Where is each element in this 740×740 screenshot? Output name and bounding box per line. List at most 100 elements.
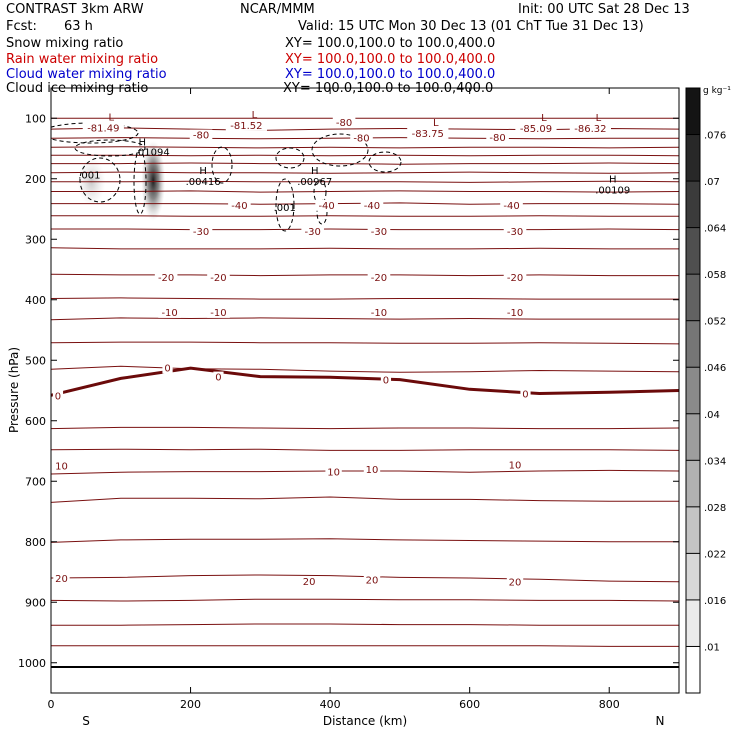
- y-tick-label-3: 400: [25, 294, 46, 307]
- isotherm-label-bg-11: [500, 199, 523, 211]
- isotherm-21: [51, 496, 679, 503]
- isotherm-marker-7: L: [541, 113, 547, 124]
- colorbar-tick-label-11: .076: [704, 131, 726, 142]
- isotherm-label-33: 10: [509, 460, 522, 471]
- isotherm-24: [51, 598, 679, 602]
- colorbar-tick-label-4: .034: [704, 456, 726, 467]
- mixing-ratio-contour-9: [368, 151, 402, 173]
- colorbar-tick-label-7: .052: [704, 317, 726, 328]
- x-tick-label-0: 0: [48, 698, 55, 711]
- field-xy-cloudwater: XY= 100.0,100.0 to 100.0,400.0: [285, 67, 496, 82]
- isotherm-label-bg-24: [503, 306, 527, 318]
- isotherm-8: [51, 190, 679, 193]
- isotherm-4: [51, 154, 679, 157]
- colorbar-segment-12: [686, 88, 700, 135]
- isotherm-label-bg-14: [301, 225, 324, 237]
- field-name-cloudwater: Cloud water mixing ratio: [6, 67, 167, 82]
- mixing-ratio-contour-10: [316, 199, 328, 225]
- isotherm-label-34: 20: [55, 574, 68, 585]
- isotherm-label-bg-6: [407, 127, 449, 139]
- colorbar-segment-9: [686, 227, 700, 275]
- y-tick-label-0: 100: [25, 112, 46, 125]
- isotherm-label-bg-36: [363, 574, 381, 586]
- colorbar-unit: g kg⁻¹: [703, 86, 731, 96]
- colorbar-tick-label-6: .046: [704, 363, 726, 374]
- fcst-value: 63 h: [64, 19, 93, 34]
- isotherm-label-bg-26: [162, 362, 173, 374]
- isotherm-12: [51, 247, 679, 250]
- colorbar-tick-label-8: .058: [704, 270, 726, 281]
- y-tick-label-6: 700: [25, 475, 46, 488]
- isotherm-label-1: -81.52: [230, 121, 262, 132]
- isotherm-label-13: -30: [193, 227, 209, 238]
- isotherm-label-32: 10: [366, 465, 379, 476]
- isotherm-label-bg-22: [207, 306, 230, 318]
- colorbar-segment-4: [686, 460, 700, 507]
- isotherm-label-16: -30: [507, 227, 523, 238]
- mixing-ratio-contour-3: [133, 149, 147, 215]
- y-tick-label-5: 600: [25, 415, 46, 428]
- isotherm-label-bg-18: [207, 271, 230, 283]
- isotherm-label-bg-27: [213, 371, 224, 383]
- mixing-ratio-contour-7: [311, 133, 369, 167]
- isotherm-label-10: -40: [364, 201, 380, 212]
- colorbar-frame: [685, 87, 701, 694]
- mixing-ratio-contour-5: [275, 178, 295, 232]
- x-endpoint-left: S: [82, 714, 90, 728]
- mixing-ratio-contour-1: [74, 139, 146, 157]
- shaded-maximum-0: [141, 140, 166, 221]
- x-tick-label-2: 400: [320, 698, 341, 711]
- isotherm-7: [51, 180, 679, 183]
- isotherm-label-4: -80: [353, 134, 369, 145]
- shaded-maximum-marker-0: H: [138, 138, 146, 149]
- isotherm-marker-8: L: [596, 113, 602, 124]
- y-tick-label-7: 800: [25, 536, 46, 549]
- colorbar-segment-8: [686, 274, 700, 321]
- isotherm-label-26: 0: [164, 364, 170, 375]
- colorbar-tick-label-1: .016: [704, 596, 726, 607]
- isotherm-label-21: -10: [161, 308, 177, 319]
- mixing-ratio-contour-4: [211, 146, 233, 184]
- isotherm-label-23: -10: [371, 308, 387, 319]
- colorbar-tick-label-10: .07: [704, 177, 720, 188]
- isotherm-label-bg-29: [520, 388, 531, 400]
- isotherm-label-bg-15: [367, 225, 391, 237]
- isotherm-label-14: -30: [304, 227, 320, 238]
- colorbar-segment-10: [686, 181, 700, 228]
- x-endpoint-right: N: [656, 714, 665, 728]
- isotherm-label-bg-8: [569, 122, 611, 134]
- colorbar-tick-label-3: .028: [704, 503, 726, 514]
- isotherm-17: [51, 365, 679, 373]
- y-tick-label-9: 1000: [18, 657, 46, 670]
- isotherm-label-bg-19: [367, 271, 391, 283]
- colorbar-segment-1: [686, 599, 700, 647]
- isotherm-18: [51, 426, 679, 430]
- isotherm-label-20: -20: [507, 273, 523, 284]
- isotherm-label-37: 20: [509, 578, 522, 589]
- isotherm-label-2: -80: [336, 118, 352, 129]
- isotherm-label-bg-4: [350, 132, 373, 144]
- colorbar-segment-3: [686, 506, 700, 554]
- mixing-ratio-contour-2: [79, 157, 121, 203]
- isotherm-label-bg-32: [363, 464, 381, 476]
- valid-time: Valid: 15 UTC Mon 30 Dec 13 (01 ChT Tue …: [298, 19, 644, 34]
- y-tick-label-8: 900: [25, 596, 46, 609]
- x-axis-label: Distance (km): [323, 714, 407, 728]
- isotherm-11: [51, 228, 679, 231]
- mixing-ratio-label-4: .00109: [595, 186, 630, 197]
- field-xy-snow: XY= 100.0,100.0 to 100.0,400.0: [285, 36, 496, 51]
- isotherm-label-bg-34: [53, 573, 70, 585]
- isotherm-marker-6: L: [433, 118, 439, 129]
- isotherm-label-bg-5: [486, 132, 509, 144]
- isotherm-26: [51, 645, 679, 647]
- fcst-label: Fcst:: [6, 19, 37, 34]
- isotherm-label-5: -80: [489, 133, 505, 144]
- isotherm-label-0: -81.49: [87, 123, 119, 134]
- x-tick-label-3: 600: [459, 698, 480, 711]
- isotherm-label-18: -20: [210, 273, 226, 284]
- mixing-ratio-label-2: .001: [274, 203, 296, 214]
- isotherm-label-31: 10: [327, 468, 340, 479]
- isotherm-label-36: 20: [366, 575, 379, 586]
- colorbar-tick-label-9: .064: [704, 224, 726, 235]
- y-axis-label: Pressure (hPa): [7, 347, 21, 433]
